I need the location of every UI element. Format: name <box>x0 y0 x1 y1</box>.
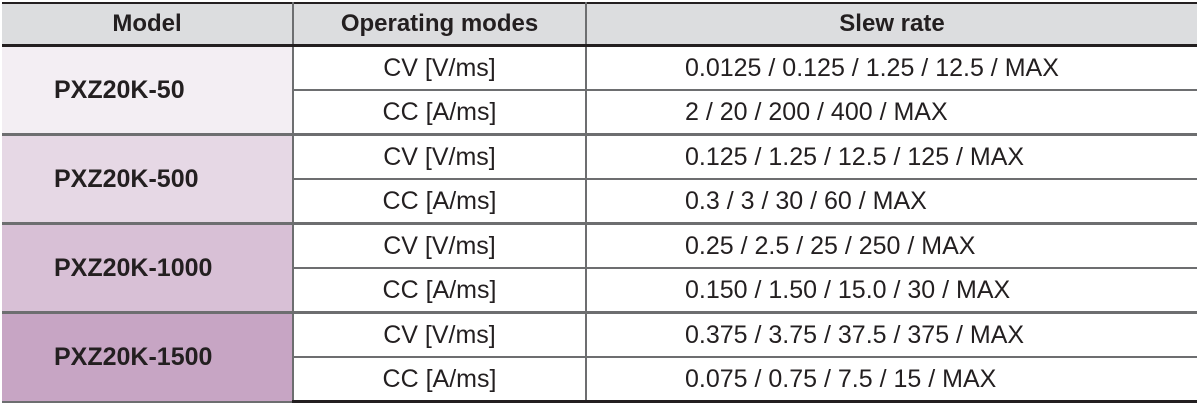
table-row: CC [A/ms] 2 / 20 / 200 / 400 / MAX <box>2 89 1197 136</box>
mode-cell: CC [A/ms] <box>293 356 587 403</box>
mode-cell: CV [V/ms] <box>292 44 587 91</box>
slew-rate-cell: 0.375 / 3.75 / 37.5 / 375 / MAX <box>585 311 1197 358</box>
slew-rate-cell: 0.125 / 1.25 / 12.5 / 125 / MAX <box>585 133 1197 180</box>
model-cell: PXZ20K-500 <box>2 133 294 225</box>
slew-rate-cell: 2 / 20 / 200 / 400 / MAX <box>585 89 1197 136</box>
slew-rate-cell: 0.0125 / 0.125 / 1.25 / 12.5 / MAX <box>585 44 1197 91</box>
table-row: CC [A/ms] 0.150 / 1.50 / 15.0 / 30 / MAX <box>2 267 1197 314</box>
table-header: Model Operating modes Slew rate <box>2 2 1197 47</box>
table-row: PXZ20K-500 CV [V/ms] 0.125 / 1.25 / 12.5… <box>2 133 1197 225</box>
header-operating-modes: Operating modes <box>292 2 587 47</box>
slew-rate-cell: 0.3 / 3 / 30 / 60 / MAX <box>585 178 1197 225</box>
table-row: CC [A/ms] 0.075 / 0.75 / 7.5 / 15 / MAX <box>2 356 1197 403</box>
mode-cell: CV [V/ms] <box>292 133 587 180</box>
table-row: PXZ20K-50 CV [V/ms] 0.0125 / 0.125 / 1.2… <box>2 44 1197 136</box>
model-cell: PXZ20K-1000 <box>2 222 294 314</box>
model-cell: PXZ20K-1500 <box>2 311 294 403</box>
header-row: Model Operating modes Slew rate <box>2 2 1197 47</box>
mode-cell: CC [A/ms] <box>293 89 587 136</box>
table-row: CC [A/ms] 0.3 / 3 / 30 / 60 / MAX <box>2 178 1197 225</box>
slew-rate-cell: 0.075 / 0.75 / 7.5 / 15 / MAX <box>585 356 1197 403</box>
table-body: PXZ20K-50 CV [V/ms] 0.0125 / 0.125 / 1.2… <box>2 44 1197 403</box>
mode-cell: CC [A/ms] <box>293 178 587 225</box>
header-slew-rate: Slew rate <box>585 2 1197 47</box>
header-model: Model <box>2 2 294 47</box>
model-cell: PXZ20K-50 <box>2 44 294 136</box>
mode-cell: CC [A/ms] <box>293 267 587 314</box>
table-row: PXZ20K-1000 CV [V/ms] 0.25 / 2.5 / 25 / … <box>2 222 1197 314</box>
table-row: PXZ20K-1500 CV [V/ms] 0.375 / 3.75 / 37.… <box>2 311 1197 403</box>
mode-cell: CV [V/ms] <box>292 311 587 358</box>
slew-rate-cell: 0.25 / 2.5 / 25 / 250 / MAX <box>585 222 1197 269</box>
slew-rate-cell: 0.150 / 1.50 / 15.0 / 30 / MAX <box>585 267 1197 314</box>
mode-cell: CV [V/ms] <box>292 222 587 269</box>
